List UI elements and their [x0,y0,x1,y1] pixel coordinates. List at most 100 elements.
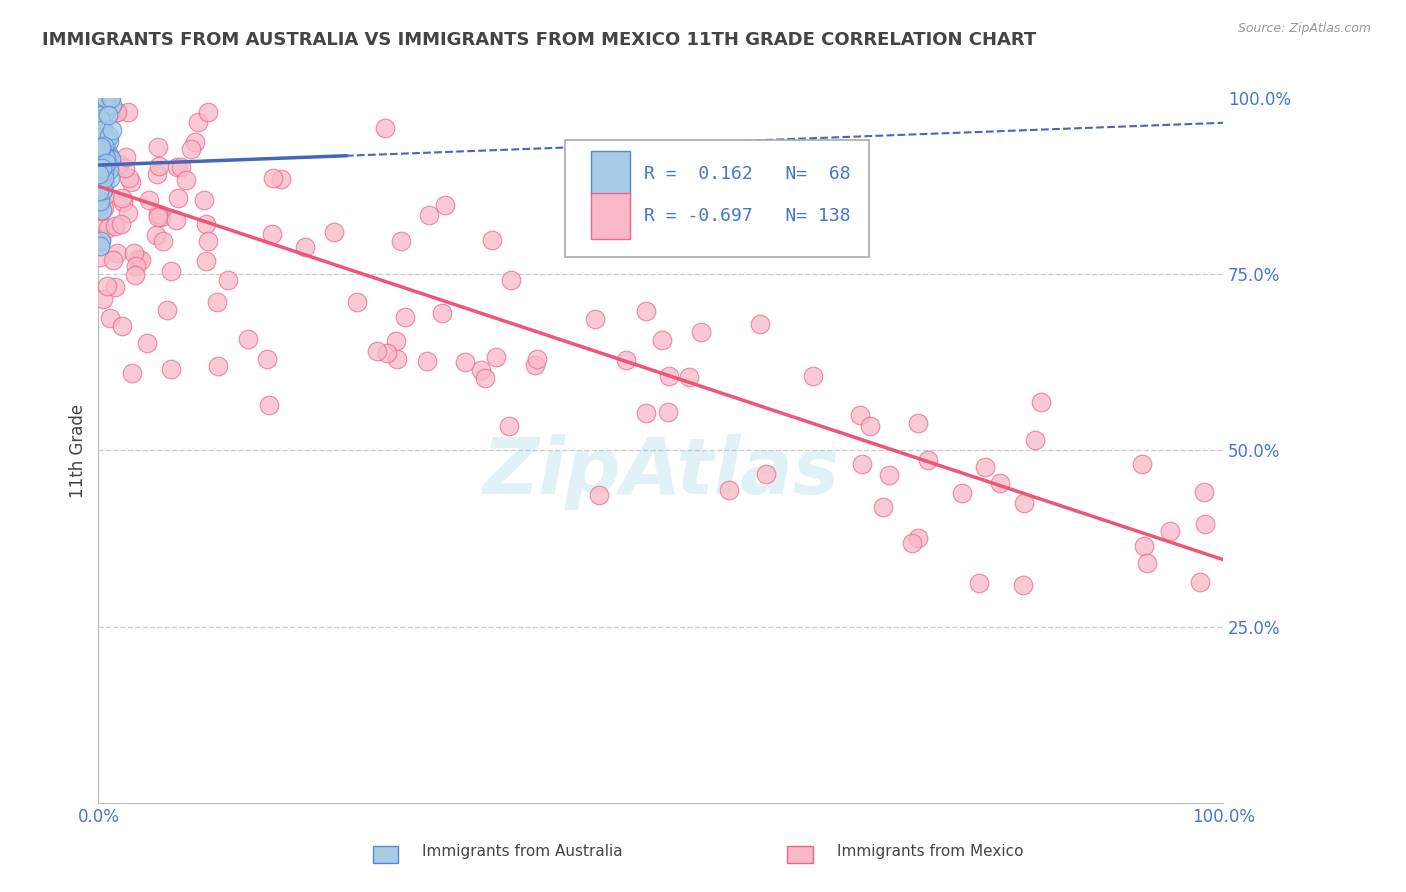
Point [105,105,128,120]
Point [433,198,456,212]
Point [90,146,112,161]
Point [90,153,112,167]
Point [651,333,673,347]
Point [1024,433,1046,447]
Point [111,195,134,210]
Bar [591,151,630,197]
Point [98,311,121,326]
Point [394,310,416,324]
Point [165,213,187,227]
Text: R =  0.162   N=  68: R = 0.162 N= 68 [644,165,851,183]
Point [89,221,111,235]
Point [917,453,939,467]
Point [1159,524,1181,539]
Point [104,280,127,294]
Point [1132,539,1154,553]
Point [1029,395,1052,409]
Point [97,148,120,162]
Point [127,252,149,267]
Point [657,405,679,419]
Point [90,160,112,174]
Point [98,171,121,186]
Point [197,105,219,120]
Point [90,143,112,157]
Point [91,292,114,306]
Point [1130,457,1153,471]
Point [90,123,112,137]
Point [167,191,190,205]
Point [91,197,114,211]
Point [117,105,139,120]
Point [97,163,120,178]
Point [97,108,120,122]
Point [907,531,929,545]
Point [90,115,112,129]
Point [93,107,115,121]
Point [90,161,112,175]
Point [658,369,681,384]
Point [93,169,115,183]
Point [111,191,134,205]
Point [94,141,117,155]
Point [374,120,396,135]
Point [90,140,112,154]
Point [90,173,112,187]
Text: ZipAtlas: ZipAtlas [482,434,839,509]
Point [91,202,114,217]
Point [1012,495,1035,509]
Point [121,366,143,380]
Point [375,346,398,360]
Point [93,124,115,138]
Point [205,294,228,309]
Point [110,217,132,231]
Point [499,273,522,287]
Point [430,306,453,320]
Point [195,254,218,268]
Point [91,145,114,160]
Point [89,250,111,264]
Point [872,500,894,514]
Point [988,476,1011,491]
Point [90,126,112,140]
Point [97,149,120,163]
Point [114,161,136,176]
Point [91,183,114,197]
Point [90,150,112,164]
Point [91,163,114,178]
Point [94,91,117,105]
Point [193,193,215,207]
Point [101,253,124,268]
Text: R = -0.697   N= 138: R = -0.697 N= 138 [644,207,851,225]
Point [217,273,239,287]
Point [259,398,281,412]
Point [90,140,112,154]
Point [636,406,658,420]
Point [93,164,115,178]
Point [100,152,122,166]
Point [96,278,118,293]
Point [98,128,121,143]
Point [87,125,110,139]
Point [156,302,179,317]
Point [96,161,118,175]
Point [93,176,115,190]
Point [98,105,121,120]
Point [973,459,995,474]
Point [136,336,159,351]
Text: IMMIGRANTS FROM AUSTRALIA VS IMMIGRANTS FROM MEXICO 11TH GRADE CORRELATION CHART: IMMIGRANTS FROM AUSTRALIA VS IMMIGRANTS … [42,31,1036,49]
Point [91,183,114,197]
Point [129,252,152,267]
Point [93,91,115,105]
Point [87,170,110,185]
Point [138,194,160,208]
Point [93,154,115,169]
Point [91,141,114,155]
Point [98,161,121,175]
Point [877,467,900,482]
Point [91,152,114,166]
Point [146,140,169,154]
Point [93,160,115,174]
Point [195,217,218,231]
FancyBboxPatch shape [565,140,869,257]
Point [197,234,219,248]
